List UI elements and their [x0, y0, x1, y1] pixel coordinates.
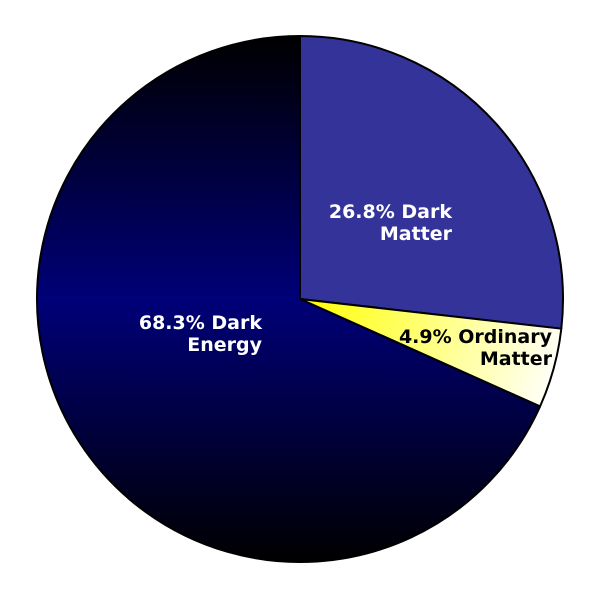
slice-label: 4.9% Ordinary Matter	[399, 326, 553, 370]
pie-slice	[299, 35, 564, 330]
slice-label: 26.8% Dark Matter	[329, 201, 453, 245]
slice-label-line: Energy	[187, 334, 262, 356]
slice-label: 68.3% Dark Energy	[139, 312, 263, 356]
slice-label-line: 68.3% Dark	[139, 312, 262, 334]
slice-label-line: 26.8% Dark	[329, 201, 452, 223]
pie-slice	[36, 35, 542, 563]
slice-label-line: Matter	[480, 348, 553, 370]
slice-label-line: Matter	[380, 223, 453, 245]
slice-label-line: 4.9% Ordinary	[399, 326, 553, 348]
